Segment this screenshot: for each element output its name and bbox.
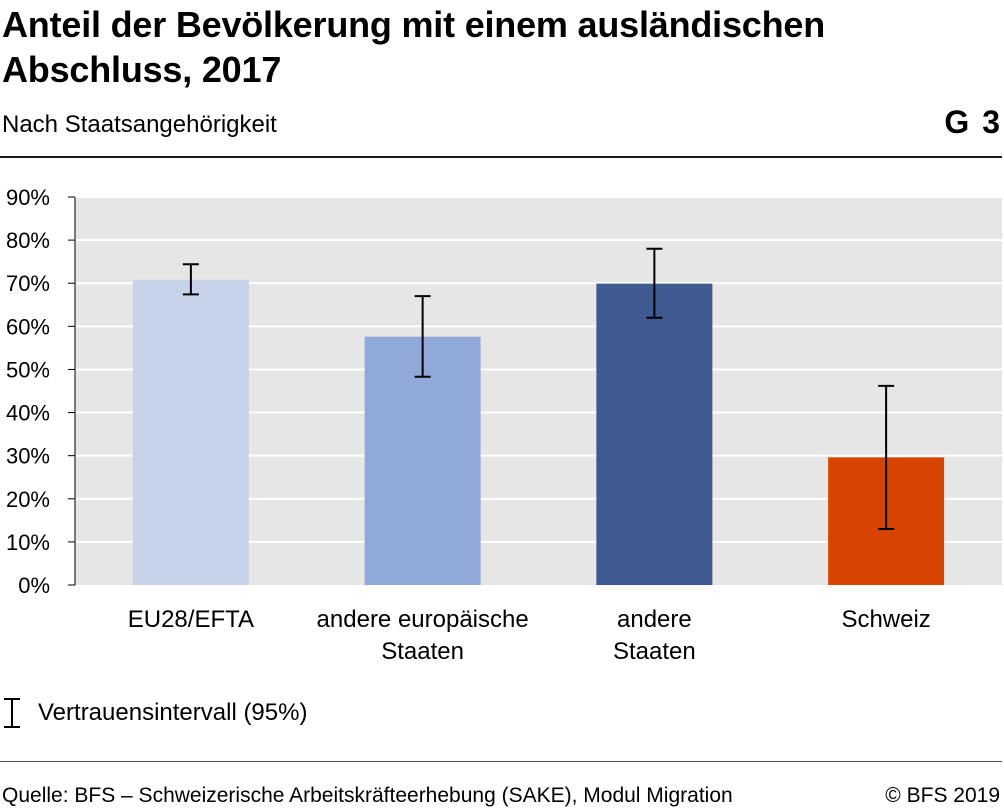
bar: [132, 279, 249, 585]
chart-title: Anteil der Bevölkerung mit einem ausländ…: [2, 4, 826, 90]
header-divider: [0, 156, 1002, 158]
legend: Vertrauensintervall (95%): [0, 693, 307, 733]
y-tick-label: 20%: [6, 487, 50, 512]
y-tick-label: 50%: [6, 357, 50, 382]
chart-subtitle: Nach Staatsangehörigkeit: [2, 111, 277, 138]
bar: [596, 283, 713, 585]
legend-label: Vertrauensintervall (95%): [38, 699, 308, 726]
x-tick-label: EU28/EFTA: [128, 606, 254, 633]
copyright-note: © BFS 2019: [885, 784, 1000, 807]
x-tick-label: andere Staaten: [613, 606, 696, 665]
y-tick-label: 80%: [6, 228, 50, 253]
x-tick-label: andere europäische Staaten: [317, 606, 529, 665]
y-tick-label: 60%: [6, 314, 50, 339]
confidence-interval-icon: [4, 698, 20, 728]
y-tick-label: 0%: [18, 573, 50, 598]
y-tick-label: 10%: [6, 530, 50, 555]
y-tick-label: 90%: [6, 185, 50, 210]
y-tick-label: 70%: [6, 271, 50, 296]
source-note: Quelle: BFS – Schweizerische Arbeitskräf…: [2, 784, 733, 807]
footer-divider: [0, 761, 1002, 762]
y-tick-label: 30%: [6, 444, 50, 469]
bar-chart: 0% 10% 20% 30% 40% 50% 60% 70% 80% 90% EU28/EFTA an…: [6, 185, 1002, 665]
graph-number: G 3: [944, 104, 1002, 140]
bar: [364, 336, 481, 585]
x-tick-label: Schweiz: [841, 606, 930, 633]
y-tick-label: 40%: [6, 401, 50, 426]
